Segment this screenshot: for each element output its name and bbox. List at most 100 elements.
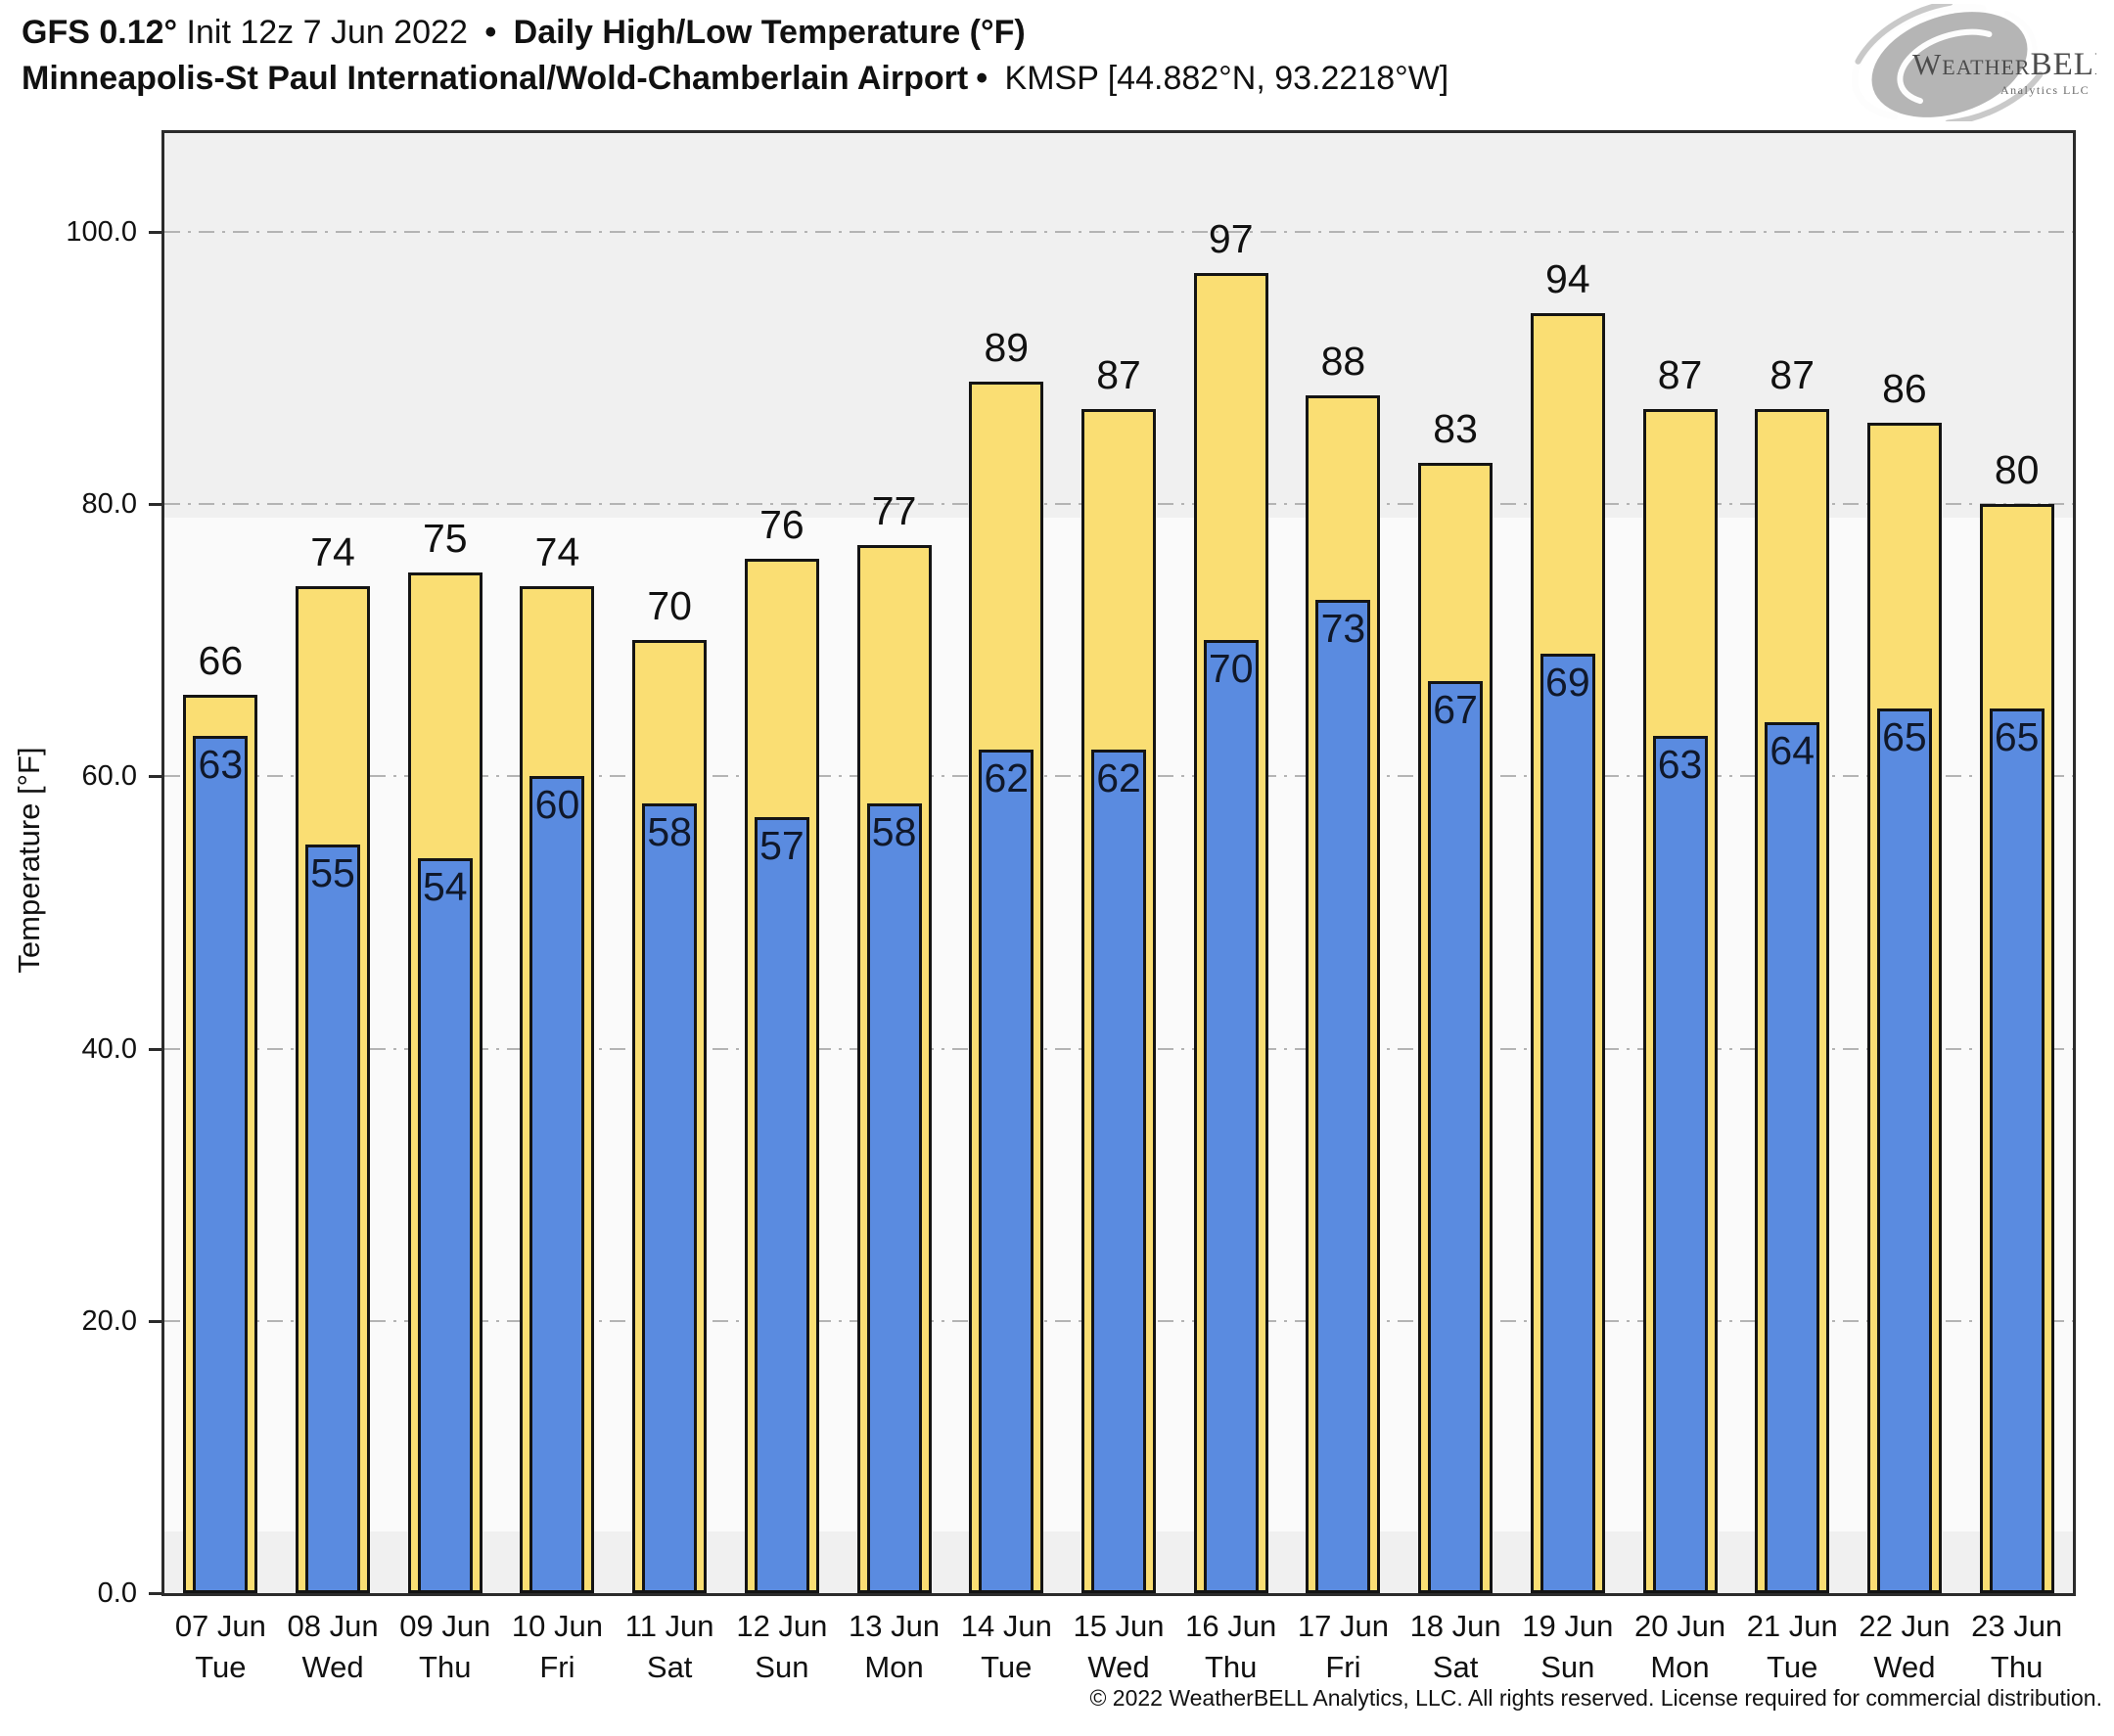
x-tick-weekday: Sat: [1432, 1650, 1479, 1684]
high-value-label: 83: [1433, 406, 1478, 452]
product-name: Daily High/Low Temperature (°F): [504, 14, 1026, 51]
high-value-label: 77: [871, 487, 917, 533]
x-tick-weekday: Sat: [646, 1650, 693, 1684]
y-tick-label: 0.0: [97, 1577, 137, 1609]
station-name: Minneapolis-St Paul International/Wold-C…: [22, 60, 969, 97]
title-separator-2: •: [976, 60, 988, 97]
chart-header: GFS 0.12° Init 12z 7 Jun 2022 • Daily Hi…: [22, 10, 1448, 102]
x-tick-weekday: Mon: [864, 1650, 924, 1684]
low-value-label: 63: [198, 741, 244, 787]
x-tick-weekday: Thu: [1990, 1650, 2044, 1684]
y-tick-label: 80.0: [81, 488, 137, 521]
high-value-label: 74: [534, 528, 580, 574]
low-bar: [529, 776, 585, 1593]
x-tick-weekday: Wed: [1873, 1650, 1936, 1684]
logo-wordmark: WeatherBELL: [1912, 47, 2096, 82]
y-tick-label: 40.0: [81, 1032, 137, 1065]
low-value-label: 73: [1320, 605, 1366, 651]
low-bar: [193, 735, 249, 1593]
y-tick-label: 60.0: [81, 760, 137, 793]
low-bar: [642, 803, 698, 1593]
x-tick-date: 17 Jun: [1297, 1609, 1389, 1643]
y-tick-mark: [149, 775, 164, 779]
low-value-label: 60: [534, 782, 580, 828]
low-bar: [1765, 721, 1820, 1593]
hurricane-swirl-icon: WeatherBELL Analytics LLC: [1851, 0, 2114, 126]
x-tick-date: 21 Jun: [1746, 1609, 1838, 1643]
high-value-label: 80: [1994, 447, 2040, 493]
x-tick-date: 18 Jun: [1409, 1609, 1501, 1643]
low-bar: [1540, 654, 1595, 1593]
low-value-label: 58: [647, 809, 692, 855]
low-value-label: 69: [1545, 660, 1590, 706]
low-bar: [305, 844, 361, 1593]
low-value-label: 70: [1208, 646, 1254, 692]
high-value-label: 97: [1208, 215, 1254, 261]
high-value-label: 75: [422, 515, 468, 561]
low-value-label: 63: [1657, 741, 1703, 787]
low-bar: [1876, 708, 1932, 1593]
x-tick-date: 23 Jun: [1971, 1609, 2063, 1643]
x-tick-date: 16 Jun: [1185, 1609, 1277, 1643]
x-tick-weekday: Tue: [981, 1650, 1033, 1684]
low-bar: [417, 857, 473, 1593]
high-value-label: 76: [759, 501, 804, 547]
high-value-label: 88: [1320, 338, 1366, 384]
y-tick-label: 100.0: [66, 216, 137, 248]
x-tick-date: 22 Jun: [1859, 1609, 1951, 1643]
y-tick-mark: [149, 231, 164, 234]
high-value-label: 87: [1096, 351, 1141, 397]
x-tick-date: 09 Jun: [399, 1609, 491, 1643]
high-value-label: 74: [310, 528, 355, 574]
y-tick-mark: [149, 503, 164, 507]
low-value-label: 55: [310, 849, 355, 895]
y-tick-mark: [149, 1319, 164, 1323]
low-value-label: 65: [1882, 713, 1927, 759]
low-bar: [1315, 599, 1371, 1593]
y-tick-label: 20.0: [81, 1304, 137, 1337]
low-bar: [1989, 708, 2045, 1593]
high-value-label: 94: [1545, 256, 1590, 302]
logo-subtitle: Analytics LLC: [2000, 83, 2090, 97]
high-value-label: 66: [198, 637, 244, 683]
init-time: Init 12z 7 Jun 2022: [177, 14, 478, 51]
x-tick-date: 19 Jun: [1522, 1609, 1614, 1643]
low-value-label: 62: [1096, 754, 1141, 800]
copyright-notice: © 2022 WeatherBELL Analytics, LLC. All r…: [1089, 1685, 2102, 1711]
low-bar: [1652, 735, 1708, 1593]
high-value-label: 87: [1769, 351, 1815, 397]
low-value-label: 57: [759, 823, 804, 869]
x-tick-weekday: Wed: [301, 1650, 364, 1684]
x-tick-date: 13 Jun: [849, 1609, 941, 1643]
low-bar: [979, 749, 1034, 1593]
y-tick-mark: [149, 1047, 164, 1051]
low-bar: [754, 817, 809, 1593]
x-tick-date: 11 Jun: [624, 1609, 714, 1643]
low-bar: [1203, 640, 1259, 1593]
high-value-label: 70: [647, 583, 692, 629]
plot-area: 66 63 74 55 75 54 74 60 70 58 76 57 77 58 89 62 87 62 97 70…: [161, 130, 2076, 1596]
x-tick-weekday: Thu: [419, 1650, 472, 1684]
x-tick-weekday: Sun: [755, 1650, 809, 1684]
x-tick-weekday: Thu: [1204, 1650, 1258, 1684]
x-tick-date: 20 Jun: [1633, 1609, 1726, 1643]
model-name: GFS 0.12°: [22, 14, 178, 51]
x-tick-weekday: Tue: [1767, 1650, 1818, 1684]
station-meta: KMSP [44.882°N, 93.2218°W]: [995, 60, 1449, 97]
low-value-label: 54: [422, 863, 468, 909]
title-separator: •: [484, 14, 497, 51]
gridline-100: [164, 231, 2073, 233]
x-tick-weekday: Tue: [195, 1650, 247, 1684]
low-value-label: 67: [1433, 687, 1478, 733]
x-tick-date: 15 Jun: [1073, 1609, 1165, 1643]
x-tick-date: 12 Jun: [736, 1609, 828, 1643]
x-tick-weekday: Mon: [1650, 1650, 1710, 1684]
y-tick-mark: [149, 1592, 164, 1595]
high-value-label: 87: [1657, 351, 1703, 397]
x-tick-date: 10 Jun: [511, 1609, 603, 1643]
x-tick-date: 14 Jun: [960, 1609, 1052, 1643]
x-tick-date: 08 Jun: [287, 1609, 379, 1643]
x-tick-date: 07 Jun: [174, 1609, 266, 1643]
x-tick-weekday: Sun: [1540, 1650, 1595, 1684]
